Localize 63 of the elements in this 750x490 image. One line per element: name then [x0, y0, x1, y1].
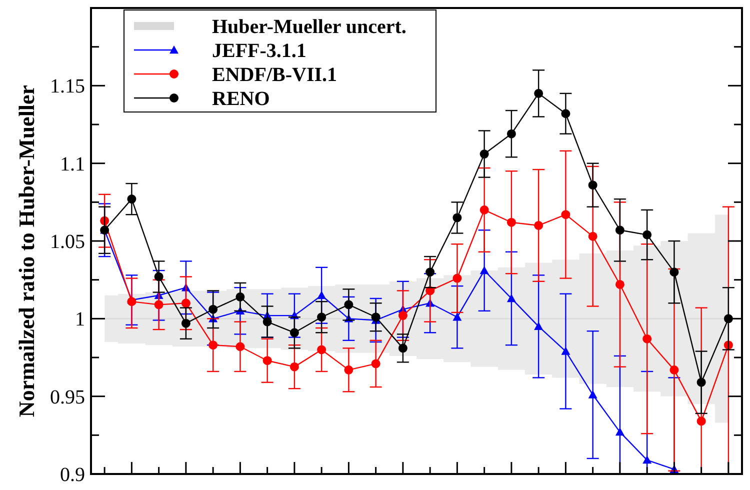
point: [588, 232, 598, 241]
legend-label: JEFF-3.1.1: [212, 40, 306, 62]
point: [317, 290, 326, 299]
legend-label: ENDF/B-VII.1: [212, 64, 338, 86]
point: [615, 226, 624, 235]
point: [236, 342, 245, 352]
point: [452, 312, 462, 321]
point: [208, 340, 218, 350]
point: [506, 218, 516, 227]
point: [262, 317, 272, 326]
point: [290, 328, 299, 338]
y-tick-label: 1.05: [50, 231, 85, 253]
point: [317, 345, 326, 354]
point: [452, 213, 462, 222]
point: [371, 312, 380, 322]
point: [588, 180, 598, 190]
point: [561, 109, 570, 118]
point: [670, 268, 679, 277]
point: [642, 334, 652, 344]
point: [696, 378, 706, 387]
point: [480, 205, 489, 214]
point: [181, 318, 190, 328]
point: [317, 312, 326, 322]
point: [426, 268, 435, 277]
point: [154, 300, 164, 310]
point: [588, 390, 598, 398]
y-tick-label: 1.15: [50, 76, 85, 98]
point: [236, 292, 245, 302]
point: [208, 304, 218, 314]
point: [561, 346, 570, 355]
point: [696, 416, 706, 426]
y-axis-title: Normailzed ratio to Huber-Mueller: [14, 84, 39, 418]
point: [371, 359, 380, 368]
y-tick-label: 0.9: [60, 464, 85, 486]
point: [127, 297, 136, 306]
point: [452, 274, 462, 283]
point: [290, 362, 299, 372]
point: [181, 298, 190, 308]
point: [344, 365, 354, 374]
point: [615, 428, 624, 436]
point: [561, 210, 570, 220]
legend-label: RENO: [212, 88, 270, 110]
point: [154, 272, 164, 282]
point: [127, 194, 136, 204]
legend-label: Huber-Mueller uncert.: [212, 16, 406, 38]
point: [642, 456, 652, 464]
point: [670, 365, 679, 374]
y-tick-label: 1.1: [60, 153, 85, 176]
point: [344, 300, 354, 310]
point: [398, 344, 408, 353]
point: [534, 220, 544, 230]
point: [506, 129, 516, 138]
point: [534, 88, 544, 98]
point: [615, 280, 624, 289]
y-tick-label: 1: [75, 308, 85, 331]
point: [262, 356, 272, 366]
point: [534, 322, 544, 330]
point: [398, 311, 408, 320]
point: [480, 150, 489, 159]
point: [506, 294, 516, 302]
y-tick-label: 0.95: [50, 386, 85, 408]
point: [480, 266, 489, 274]
point: [642, 230, 652, 240]
